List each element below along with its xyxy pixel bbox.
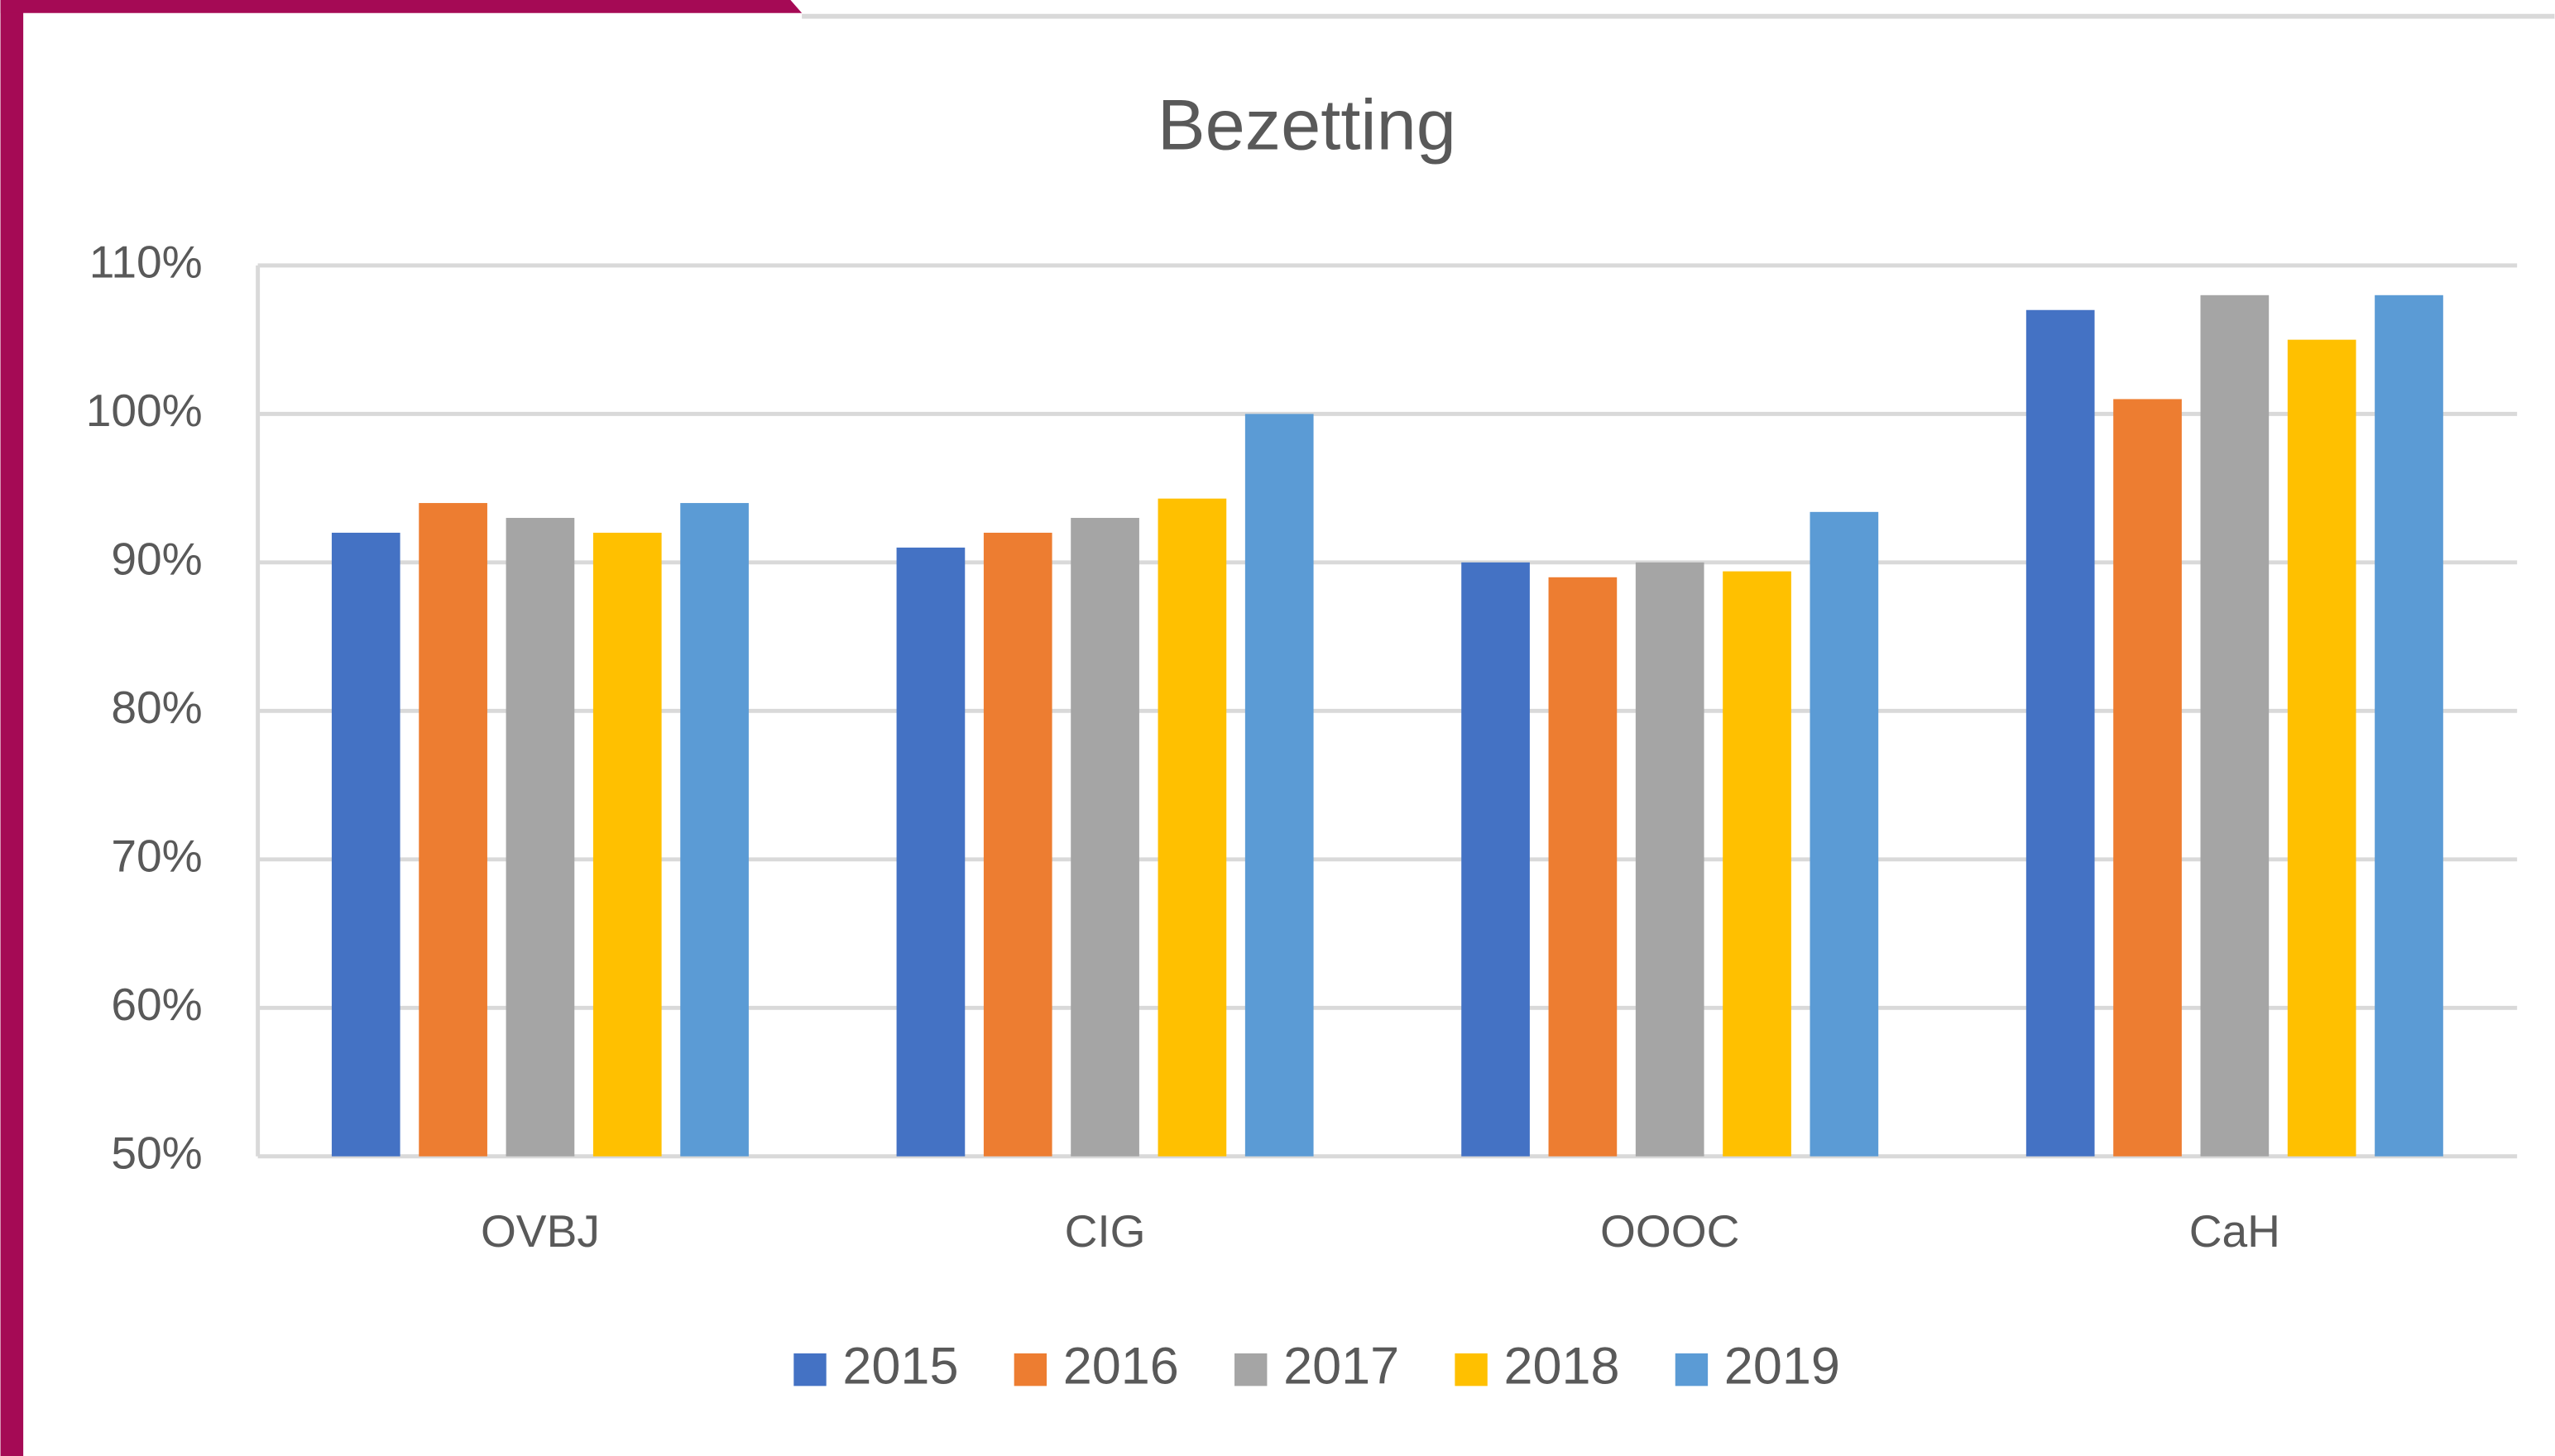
bar	[1635, 562, 1704, 1157]
bar	[896, 547, 966, 1157]
x-tick-label: OVBJ	[481, 1205, 600, 1257]
x-tick-label: OOOC	[1600, 1205, 1739, 1257]
bar	[2113, 399, 2182, 1157]
top-border	[0, 0, 803, 13]
bar	[331, 532, 400, 1157]
x-tick-label: CIG	[1065, 1205, 1146, 1257]
legend-swatch	[793, 1353, 827, 1387]
legend-swatch	[1234, 1353, 1268, 1387]
legend-swatch	[1455, 1353, 1488, 1387]
bar	[1810, 511, 1879, 1157]
bar	[983, 532, 1052, 1157]
side-border	[0, 0, 24, 1456]
bar	[1548, 577, 1618, 1157]
legend-label: 2017	[1283, 1337, 1399, 1395]
legend-label: 2018	[1503, 1337, 1619, 1395]
bar	[1461, 562, 1530, 1157]
y-tick-label: 70%	[111, 830, 202, 881]
x-tick-label: CaH	[2189, 1205, 2280, 1257]
legend-label: 2015	[842, 1337, 958, 1395]
chart-title: Bezetting	[1158, 85, 1456, 165]
y-tick-label: 90%	[111, 533, 202, 584]
bar	[1244, 414, 1314, 1157]
y-tick-label: 50%	[111, 1127, 202, 1178]
y-tick-label: 60%	[111, 979, 202, 1030]
bar	[1071, 518, 1139, 1157]
legend-label: 2019	[1724, 1337, 1840, 1395]
y-tick-label: 100%	[86, 385, 203, 436]
y-tick-label: 80%	[111, 682, 202, 733]
bar	[2200, 295, 2270, 1157]
legend-label: 2016	[1063, 1337, 1179, 1395]
bar	[1158, 498, 1227, 1157]
bar	[2025, 309, 2095, 1157]
bar	[419, 503, 487, 1157]
y-tick-label: 110%	[89, 236, 203, 287]
bar	[506, 518, 575, 1157]
bar	[680, 503, 749, 1157]
legend-swatch	[1675, 1353, 1709, 1387]
bar	[2287, 339, 2356, 1157]
bar	[1723, 571, 1791, 1157]
legend-swatch	[1014, 1353, 1047, 1387]
bar	[592, 532, 662, 1157]
bar	[2375, 295, 2443, 1157]
